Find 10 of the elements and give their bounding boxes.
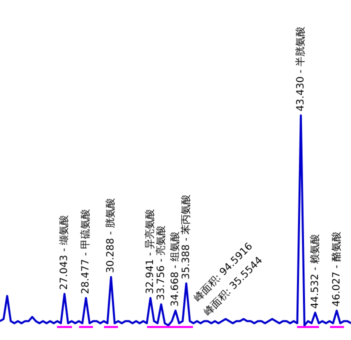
annotation: 34.668 - 组氨酸 xyxy=(169,232,182,307)
annotation: 28.477 - 甲硫氨酸 xyxy=(80,209,92,294)
annotation: 35.388 - 苯丙氨酸 xyxy=(180,194,192,280)
annotation: 44.532 - 赖氨酸 xyxy=(308,234,321,309)
annotation: 30.288 - 胱氨酸 xyxy=(104,198,117,274)
annotation: 46.027 - 酪氨酸 xyxy=(330,232,342,307)
annotation: 27.043 - 缬氨酸 xyxy=(58,214,70,290)
annotation: 32.941 - 异亮氨酸 xyxy=(144,209,156,294)
text: 43.430 - 半胱氨酸 xyxy=(294,26,306,112)
annotation: 33.756 - 亮氨酸 xyxy=(154,225,167,300)
